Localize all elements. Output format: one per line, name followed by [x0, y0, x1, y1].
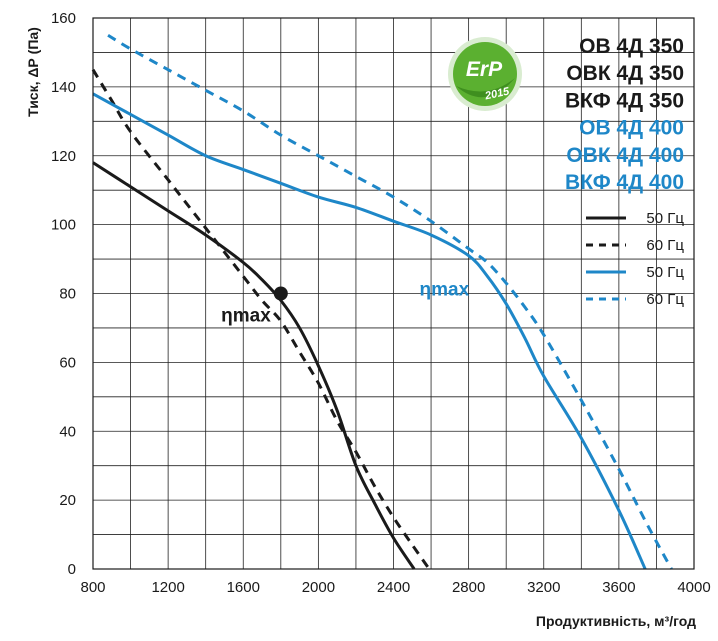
- x-tick-label: 3200: [527, 579, 560, 596]
- erp-badge-year: 2015: [483, 85, 511, 102]
- y-tick-labels: 0 20 40 60 80 100 120 140 160: [51, 10, 76, 578]
- x-tick-label: 1600: [227, 579, 260, 596]
- erp-badge: ErP 2015: [448, 37, 522, 111]
- x-tick-label: 800: [80, 579, 105, 596]
- legend-label: 60 Гц: [646, 237, 684, 254]
- y-tick-label: 140: [51, 79, 76, 96]
- legend: 50 Гц 60 Гц 50 Гц 60 Гц: [586, 210, 684, 308]
- eta-max-label: ηmax: [221, 306, 271, 327]
- y-tick-label: 160: [51, 10, 76, 27]
- y-tick-label: 0: [68, 561, 76, 578]
- series-line-4: [107, 33, 673, 570]
- model-title: ОВ 4Д 350: [579, 35, 684, 58]
- erp-badge-swoosh: [456, 78, 515, 98]
- x-tick-label: 2000: [302, 579, 335, 596]
- y-tick-label: 120: [51, 148, 76, 165]
- x-tick-label: 2400: [377, 579, 410, 596]
- x-tick-labels: 800 1200 1600 2000 2400 2800 3200 3600 4000: [80, 579, 710, 596]
- model-title: ВКФ 4Д 400: [565, 171, 684, 194]
- model-title: ОВ 4Д 400: [579, 117, 684, 140]
- y-tick-label: 20: [59, 492, 76, 509]
- eta-max-label: ηmax: [420, 280, 470, 301]
- model-title: ОВК 4Д 400: [566, 144, 684, 167]
- legend-label: 50 Гц: [646, 210, 684, 227]
- x-tick-label: 4000: [677, 579, 710, 596]
- erp-badge-label: ErP: [466, 58, 503, 81]
- y-axis-title: Тиск, ΔР (Па): [25, 27, 41, 117]
- curves: [91, 33, 673, 570]
- model-title: ВКФ 4Д 350: [565, 89, 684, 112]
- y-tick-label: 80: [59, 286, 76, 303]
- series-line-1: [92, 161, 416, 570]
- model-titles: ОВ 4Д 350 ОВК 4Д 350 ВКФ 4Д 350 ОВ 4Д 400 ОВ…: [565, 35, 684, 194]
- grid: [93, 18, 694, 569]
- eta-max-marker: [273, 286, 288, 301]
- y-tick-label: 60: [59, 354, 76, 371]
- x-tick-label: 1200: [151, 579, 184, 596]
- x-tick-label: 2800: [452, 579, 485, 596]
- legend-label: 60 Гц: [646, 291, 684, 308]
- annotations: ηmax ηmax: [221, 280, 469, 327]
- series-line-2: [91, 68, 431, 570]
- model-title: ОВК 4Д 350: [566, 62, 684, 85]
- y-tick-label: 40: [59, 423, 76, 440]
- x-tick-label: 3600: [602, 579, 635, 596]
- plot-frame: [92, 17, 695, 570]
- series-line-3: [92, 92, 647, 570]
- legend-label: 50 Гц: [646, 264, 684, 281]
- x-axis-title: Продуктивність, м³/год: [536, 613, 696, 629]
- y-tick-label: 100: [51, 217, 76, 234]
